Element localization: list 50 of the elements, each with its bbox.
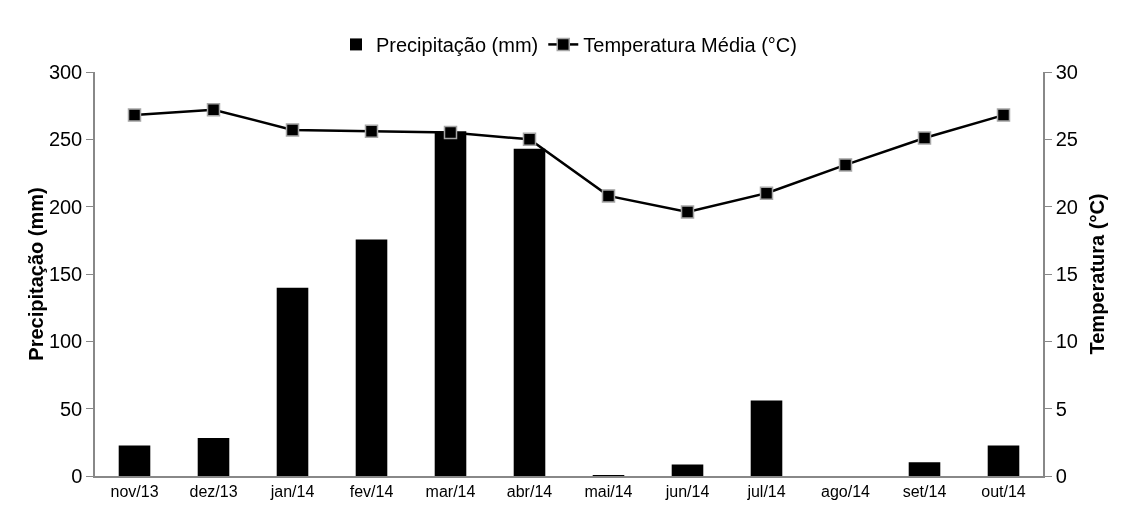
x-tick-label: mar/14	[425, 482, 476, 500]
bar	[276, 287, 309, 476]
point	[206, 102, 221, 117]
y-axis-title: Precipitação (mm)	[24, 187, 47, 361]
x-tick-label: fev/14	[349, 482, 394, 500]
y-tick-label: 200	[48, 195, 83, 218]
y2-tick-label: 0	[1055, 465, 1067, 487]
y2-tick-label: 20	[1055, 195, 1078, 218]
point	[364, 124, 379, 138]
bar	[355, 239, 388, 476]
x-tick-label: mai/14	[584, 482, 633, 500]
x-tick-label: ago/14	[821, 482, 871, 500]
point	[285, 123, 300, 137]
legend-label: Precipitação (mm)	[376, 34, 539, 57]
point	[522, 132, 537, 147]
y2-tick-label: 10	[1055, 330, 1078, 353]
point	[680, 205, 695, 219]
x-tick-label: jul/14	[746, 482, 786, 500]
x-tick-label: jun/14	[664, 482, 710, 500]
y-tick-label: 150	[48, 263, 83, 285]
point	[759, 186, 774, 200]
point	[127, 108, 142, 122]
y2-axis-title: Temperatura (°C)	[1085, 193, 1108, 355]
y-tick-label: 50	[60, 397, 83, 420]
x-tick-label: out/14	[981, 482, 1026, 500]
y-tick-label: 250	[48, 128, 83, 151]
x-tick-label: nov/13	[110, 482, 159, 500]
x-tick-label: jan/14	[269, 482, 315, 500]
y-tick-label: 0	[71, 465, 83, 487]
legend-label: Temperatura Média (°C)	[583, 34, 797, 57]
y-tick-label: 300	[48, 61, 83, 83]
x-tick-label: dez/13	[189, 482, 238, 500]
bar	[671, 464, 704, 476]
bar	[987, 445, 1020, 476]
y-tick-label: 100	[48, 330, 83, 353]
y2-tick-label: 5	[1055, 397, 1067, 420]
bar	[750, 400, 783, 476]
bar	[197, 437, 230, 476]
point	[443, 125, 458, 140]
point	[838, 158, 853, 172]
point	[917, 131, 932, 145]
y2-tick-label: 30	[1055, 61, 1078, 83]
x-tick-label: set/14	[902, 482, 947, 500]
y2-tick-label: 15	[1055, 263, 1078, 285]
x-tick-label: abr/14	[506, 482, 553, 500]
bar	[908, 462, 941, 476]
bar	[118, 445, 151, 476]
point	[996, 108, 1011, 122]
y2-tick-label: 25	[1055, 128, 1078, 151]
point	[601, 189, 616, 203]
